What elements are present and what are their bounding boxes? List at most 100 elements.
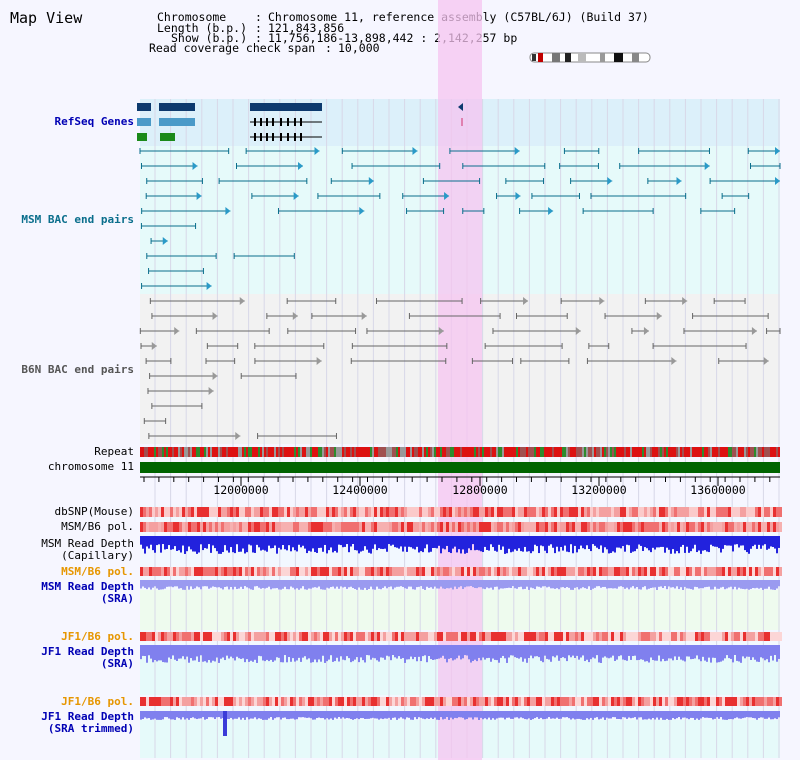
polymorphism-mark xyxy=(398,522,401,532)
bac-arrow-icon[interactable] xyxy=(599,297,605,305)
bac-arrow-icon[interactable] xyxy=(196,192,202,200)
depth-bar xyxy=(586,580,588,589)
polymorphism-mark xyxy=(419,507,422,517)
bac-arrow-icon[interactable] xyxy=(235,432,241,440)
bac-arrow-icon[interactable] xyxy=(293,192,299,200)
polymorphism-mark xyxy=(734,507,737,517)
bac-arrow-icon[interactable] xyxy=(298,162,304,170)
depth-bar xyxy=(216,536,218,552)
bac-arrow-icon[interactable] xyxy=(368,177,374,185)
bac-arrow-icon[interactable] xyxy=(751,327,757,335)
polymorphism-mark xyxy=(629,697,632,706)
depth-bar xyxy=(208,536,210,545)
depth-bar xyxy=(290,711,292,719)
bac-arrow-icon[interactable] xyxy=(359,207,365,215)
bac-arrow-icon[interactable] xyxy=(643,327,649,335)
depth-bar xyxy=(490,645,492,662)
bac-arrow-icon[interactable] xyxy=(162,237,168,245)
chromosome-bar[interactable] xyxy=(140,462,780,473)
depth-bar xyxy=(552,711,554,719)
polymorphism-mark xyxy=(713,567,716,576)
polymorphism-mark xyxy=(722,507,725,517)
polymorphism-mark xyxy=(227,567,230,576)
bac-arrow-icon[interactable] xyxy=(671,357,677,365)
bac-arrow-icon[interactable] xyxy=(192,162,198,170)
polymorphism-mark xyxy=(176,697,179,706)
polymorphism-mark xyxy=(761,697,764,706)
gene-block[interactable] xyxy=(250,103,322,111)
depth-bar xyxy=(524,645,526,659)
repeat-mark xyxy=(630,447,632,457)
depth-bar xyxy=(770,645,772,656)
bac-arrow-icon[interactable] xyxy=(438,327,444,335)
bac-arrow-icon[interactable] xyxy=(444,192,450,200)
polymorphism-mark xyxy=(398,697,401,706)
depth-bar xyxy=(660,711,662,718)
bac-arrow-icon[interactable] xyxy=(575,327,581,335)
cds-block[interactable] xyxy=(137,133,147,141)
transcript-block[interactable] xyxy=(137,118,151,126)
bac-arrow-icon[interactable] xyxy=(314,147,320,155)
depth-bar xyxy=(496,536,498,552)
bac-arrow-icon[interactable] xyxy=(676,177,682,185)
depth-bar xyxy=(402,580,404,587)
bac-arrow-icon[interactable] xyxy=(775,177,780,185)
bac-arrow-icon[interactable] xyxy=(514,147,520,155)
polymorphism-mark xyxy=(623,632,626,641)
bac-arrow-icon[interactable] xyxy=(206,282,212,290)
gene-block[interactable] xyxy=(137,103,151,111)
repeat-mark xyxy=(292,447,294,457)
bac-arrow-icon[interactable] xyxy=(212,372,218,380)
bac-arrow-icon[interactable] xyxy=(763,357,769,365)
bac-arrow-icon[interactable] xyxy=(151,342,157,350)
depth-bar xyxy=(644,645,646,662)
bac-arrow-icon[interactable] xyxy=(225,207,231,215)
polymorphism-mark xyxy=(167,697,170,706)
depth-bar xyxy=(444,711,446,719)
repeat-mark xyxy=(446,447,448,457)
polymorphism-mark xyxy=(317,507,320,517)
bac-arrow-icon[interactable] xyxy=(682,297,688,305)
bac-arrow-icon[interactable] xyxy=(208,387,214,395)
depth-bar xyxy=(730,580,732,587)
depth-bar xyxy=(772,645,774,661)
polymorphism-mark xyxy=(641,697,644,706)
bac-arrow-icon[interactable] xyxy=(704,162,710,170)
bac-arrow-icon[interactable] xyxy=(523,297,529,305)
bac-arrow-icon[interactable] xyxy=(316,357,322,365)
depth-bar xyxy=(360,711,362,719)
polymorphism-mark xyxy=(665,567,668,576)
polymorphism-mark xyxy=(596,632,599,641)
bac-arrow-icon[interactable] xyxy=(775,147,780,155)
bac-arrow-icon[interactable] xyxy=(515,192,521,200)
depth-bar xyxy=(636,645,638,661)
bac-arrow-icon[interactable] xyxy=(212,312,218,320)
bac-arrow-icon[interactable] xyxy=(292,312,298,320)
polymorphism-mark xyxy=(413,567,416,576)
polymorphism-mark xyxy=(593,697,596,706)
ideogram[interactable] xyxy=(529,52,651,63)
depth-bar xyxy=(324,711,326,720)
gene-block[interactable] xyxy=(159,103,195,111)
depth-bar xyxy=(614,580,616,589)
depth-bar xyxy=(336,580,338,587)
transcript-block[interactable] xyxy=(159,118,195,126)
bac-arrow-icon[interactable] xyxy=(412,147,418,155)
polymorphism-mark xyxy=(476,507,479,517)
depth-bar xyxy=(438,580,440,589)
bac-arrow-icon[interactable] xyxy=(361,312,367,320)
depth-bar xyxy=(212,580,214,587)
bac-arrow-icon[interactable] xyxy=(548,207,554,215)
bac-arrow-icon[interactable] xyxy=(174,327,180,335)
bac-arrow-icon[interactable] xyxy=(607,177,613,185)
bac-arrow-icon[interactable] xyxy=(656,312,662,320)
bac-arrow-icon[interactable] xyxy=(239,297,245,305)
depth-bar xyxy=(418,536,420,553)
depth-bar xyxy=(596,711,598,718)
polymorphism-mark xyxy=(377,522,380,532)
depth-bar xyxy=(472,711,474,720)
polymorphism-mark xyxy=(605,507,608,517)
cds-block[interactable] xyxy=(160,133,175,141)
polymorphism-mark xyxy=(620,507,623,517)
